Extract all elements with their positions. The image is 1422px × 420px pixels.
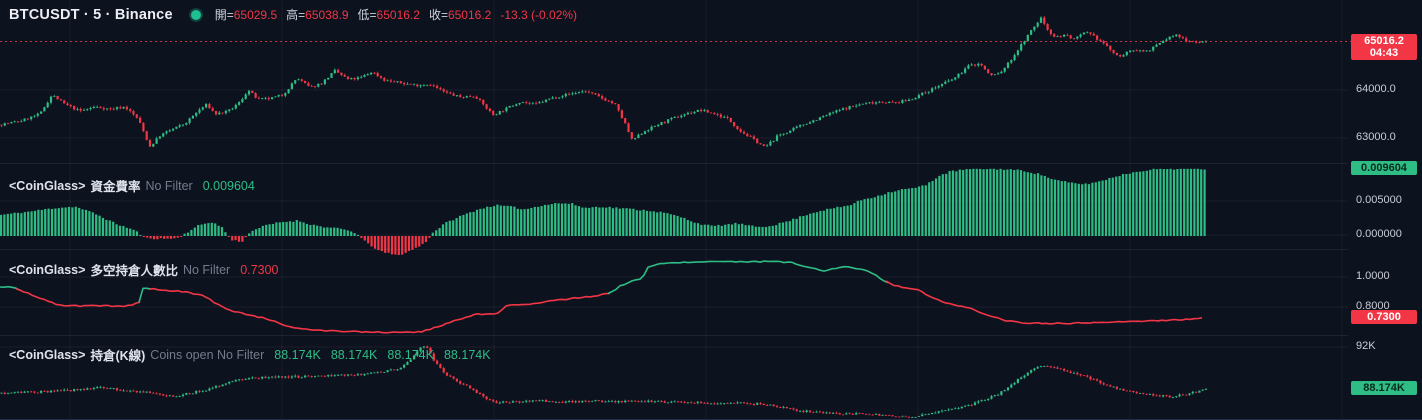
ohlc-low: 低=65016.2 [357, 8, 420, 22]
candle-countdown: 04:43 [1369, 47, 1399, 59]
indicator-source: <CoinGlass> [9, 178, 86, 193]
oi-high: 88.174K [330, 347, 378, 362]
last-price: 65016.2 [1364, 35, 1404, 47]
last-price-badge: 65016.2 04:43 [1351, 34, 1417, 60]
indicator-title[interactable]: 多空持倉人數比 [90, 264, 178, 278]
symbol-title[interactable]: BTCUSDT · 5 · Binance [9, 6, 173, 23]
symbol-legend[interactable]: BTCUSDT · 5 · Binance 開=65029.5 高=65038.… [9, 6, 577, 23]
funding-axis-label: 0.005000 [1356, 194, 1402, 206]
oi-axis-label: 92K [1356, 340, 1376, 352]
indicator-source: <CoinGlass> [9, 347, 86, 362]
indicator-filter: Coins open No Filter [150, 347, 265, 362]
oi-open: 88.174K [274, 347, 321, 362]
panel-separator [0, 335, 1348, 336]
price-change: -13.3 (-0.02%) [500, 7, 578, 22]
market-status-icon [190, 9, 201, 20]
indicator-filter: No Filter [145, 178, 193, 193]
ratio-axis-label: 1.0000 [1356, 270, 1390, 282]
indicator-value: 0.7300 [240, 262, 279, 277]
panel-separator [0, 163, 1348, 164]
panel-separator [0, 249, 1348, 250]
indicator-value: 0.009604 [202, 178, 255, 193]
price-scale[interactable] [1348, 0, 1422, 419]
price-axis-label: 63000.0 [1356, 131, 1396, 143]
ratio-value-badge: 0.7300 [1351, 310, 1417, 324]
ratio-legend[interactable]: <CoinGlass> 多空持倉人數比 No Filter 0.7300 [9, 260, 288, 279]
oi-legend[interactable]: <CoinGlass> 持倉(K線) Coins open No Filter … [9, 345, 501, 364]
oi-value-badge: 88.174K [1351, 381, 1417, 395]
oi-low: 88.174K [387, 347, 434, 362]
ohlc-close: 收=65016.2 [428, 8, 492, 22]
ratio-axis-label: 0.8000 [1356, 300, 1390, 312]
indicator-filter: No Filter [182, 262, 231, 277]
indicator-title[interactable]: 持倉(K線) [90, 349, 146, 363]
indicator-title[interactable]: 資金費率 [90, 180, 141, 194]
funding-value-badge: 0.009604 [1351, 161, 1417, 175]
funding-legend[interactable]: <CoinGlass> 資金費率 No Filter 0.009604 [9, 176, 265, 195]
funding-axis-label: 0.000000 [1356, 228, 1402, 240]
ohlc-open: 開=65029.5 [214, 8, 278, 22]
price-axis-label: 64000.0 [1356, 83, 1396, 95]
oi-close: 88.174K [443, 347, 491, 362]
indicator-source: <CoinGlass> [9, 262, 86, 277]
ohlc-high: 高=65038.9 [286, 8, 349, 22]
